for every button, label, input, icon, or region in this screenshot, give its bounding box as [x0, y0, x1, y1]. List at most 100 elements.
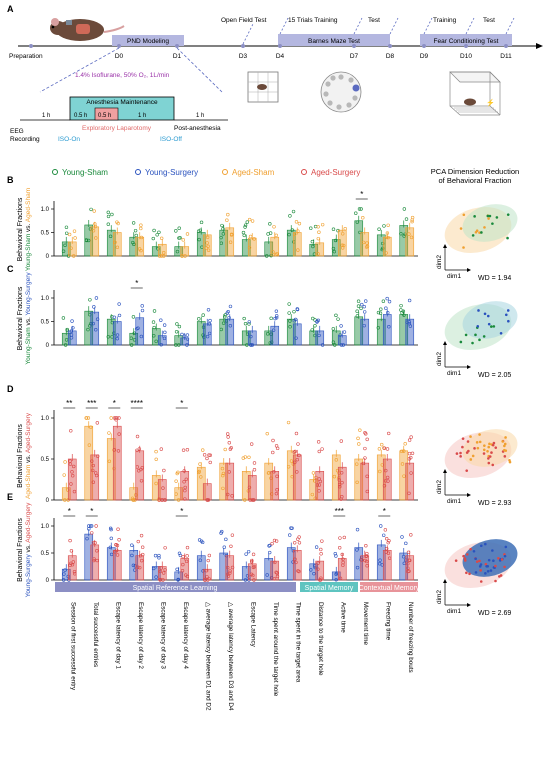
data-point	[362, 310, 367, 314]
data-point	[267, 471, 271, 475]
data-point	[95, 549, 99, 553]
pca-point	[506, 213, 510, 216]
pca-point	[508, 460, 512, 464]
pca-point	[471, 341, 474, 345]
data-point	[312, 479, 317, 483]
data-point	[174, 330, 179, 334]
data-point	[139, 235, 144, 240]
pca-point	[483, 312, 487, 316]
significance-stars: *	[360, 190, 363, 199]
data-point	[185, 232, 190, 236]
data-point	[227, 315, 231, 320]
data-point	[382, 224, 386, 228]
data-point	[379, 307, 383, 311]
data-point	[132, 242, 136, 247]
data-point	[197, 237, 201, 242]
data-point	[112, 331, 116, 335]
data-point	[245, 332, 250, 336]
data-point	[91, 229, 96, 233]
data-point	[89, 425, 93, 429]
data-point	[297, 453, 301, 458]
y-axis-title: Behavioral Fractions	[17, 286, 24, 350]
data-point	[140, 558, 144, 563]
data-point	[229, 232, 234, 237]
data-point	[274, 491, 279, 496]
data-point	[69, 549, 74, 553]
y-tick-label: 1.0	[41, 524, 50, 530]
y-group-2: Aged-Sham	[25, 188, 32, 222]
data-point	[380, 463, 385, 467]
data-point	[355, 462, 359, 466]
fear-box	[420, 34, 512, 46]
data-point	[335, 468, 340, 473]
data-point	[223, 447, 227, 452]
data-point	[65, 231, 69, 235]
pca-point	[504, 313, 508, 317]
pca-point	[474, 333, 477, 337]
data-point	[117, 416, 121, 420]
bar	[360, 318, 370, 346]
data-point	[203, 578, 207, 582]
bar	[225, 227, 235, 257]
pca-point	[480, 231, 483, 234]
data-point	[159, 236, 164, 240]
bar	[135, 317, 145, 346]
data-point	[319, 547, 323, 552]
data-point	[228, 571, 232, 575]
data-point	[109, 536, 113, 541]
data-point	[115, 416, 119, 420]
data-point	[380, 442, 384, 447]
data-point	[174, 479, 178, 483]
legend-aged-sham: Aged-Sham	[232, 168, 275, 177]
data-point	[163, 498, 167, 502]
data-point	[386, 551, 391, 555]
day-label: D4	[276, 53, 285, 60]
significance-stars: ***	[87, 399, 96, 408]
panel-label-c: C	[7, 264, 14, 274]
data-point	[112, 448, 117, 452]
data-point	[72, 489, 77, 494]
data-point	[272, 538, 277, 543]
bar	[315, 330, 325, 346]
data-point	[386, 311, 390, 315]
top-dashes	[242, 17, 515, 45]
pca-point	[501, 440, 504, 443]
pca-point	[500, 558, 504, 561]
y-group-vs: vs.	[25, 315, 32, 327]
bar	[270, 470, 280, 501]
significance-stars: *	[383, 507, 386, 516]
y-group-vs: vs.	[25, 543, 32, 555]
data-point	[178, 236, 182, 240]
x-label: △ average latency between D1 and D2	[204, 602, 211, 711]
data-point	[320, 343, 325, 347]
y-axis-title: Behavioral Fractions	[17, 197, 24, 261]
timeline-preparation: Preparation	[9, 53, 43, 60]
legend-aged-surgery: Aged-Surgery	[311, 168, 360, 177]
data-point	[226, 435, 230, 439]
data-point	[207, 322, 212, 326]
data-point	[274, 444, 279, 448]
anesthesia-agent: 1.4% Isoflurane, 50% O₂, 1L/min	[75, 72, 170, 79]
pca-point	[479, 569, 482, 572]
data-point	[205, 241, 209, 245]
data-point	[89, 524, 94, 528]
data-point	[112, 466, 116, 471]
data-point	[315, 320, 319, 324]
timeline: Preparation PND Modeling Barnes Maze Tes…	[9, 17, 543, 60]
panel-e: E 0 0.5 1.0 Behavioral Fractions Young-Surger…	[7, 492, 418, 597]
data-point	[228, 447, 233, 451]
pca-point	[484, 542, 487, 546]
data-point	[129, 343, 134, 347]
data-point	[69, 336, 74, 340]
data-point	[386, 431, 391, 436]
pca-point	[479, 580, 483, 583]
data-point	[409, 435, 413, 439]
data-point	[286, 420, 291, 425]
significance-stars: *	[135, 279, 138, 288]
data-point	[87, 443, 92, 447]
barnes-maze-icon	[320, 71, 362, 113]
data-point	[224, 537, 228, 542]
data-point	[387, 539, 391, 543]
data-point	[88, 324, 92, 328]
